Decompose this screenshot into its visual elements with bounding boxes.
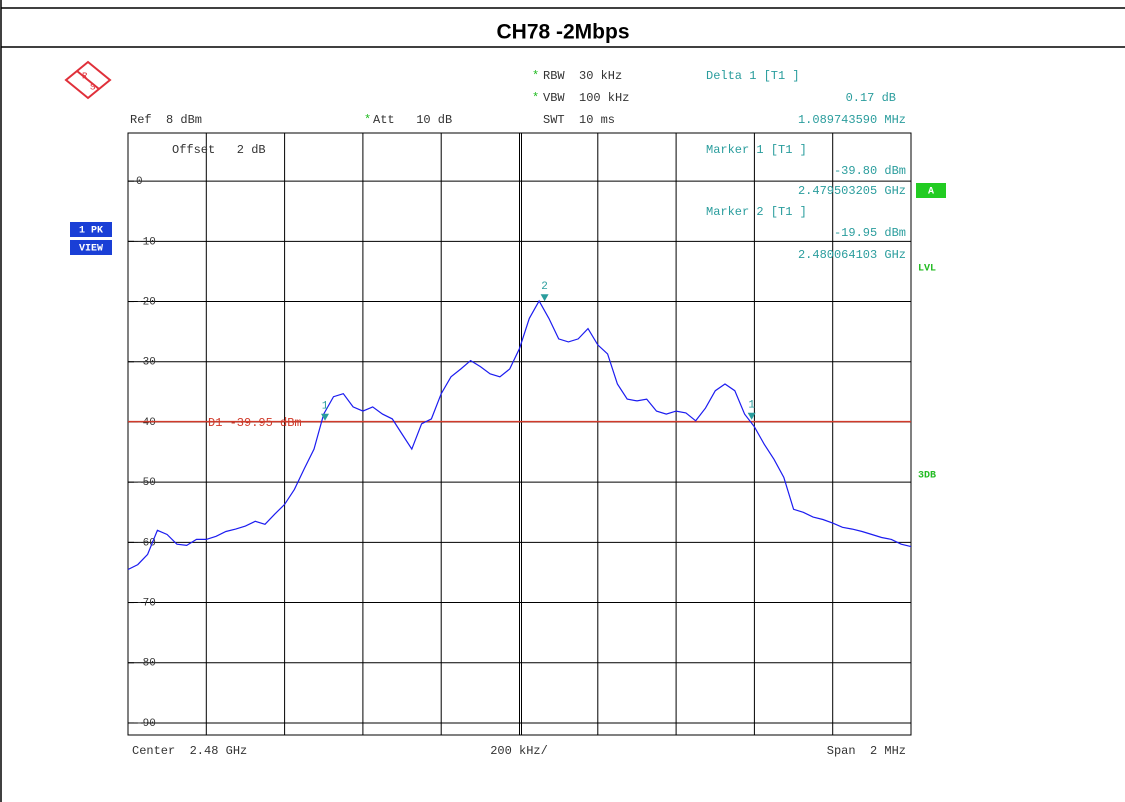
logo-letter: R bbox=[82, 71, 88, 81]
y-tick-label: -60 bbox=[136, 537, 156, 549]
marker bbox=[540, 294, 549, 302]
offset: Offset 2 dB bbox=[172, 143, 266, 157]
marker-label: 1 bbox=[322, 401, 329, 413]
y-tick-label: 0 bbox=[136, 176, 143, 188]
y-tick-label: -80 bbox=[136, 658, 156, 670]
center-freq: Center 2.48 GHz bbox=[132, 744, 247, 758]
view-box bbox=[70, 240, 112, 255]
y-tick-label: -30 bbox=[136, 357, 156, 369]
logo-diamond bbox=[64, 60, 112, 100]
chart-title: CH78 -2Mbps bbox=[496, 21, 629, 44]
setting-star: * bbox=[532, 91, 539, 105]
marker-value: -19.95 dBm bbox=[834, 226, 906, 240]
y-tick-label: -90 bbox=[136, 718, 156, 730]
y-tick-label: -50 bbox=[136, 477, 156, 489]
marker bbox=[747, 412, 756, 420]
marker-x: 2.479503205 GHz bbox=[798, 184, 906, 198]
marker-label: 1 bbox=[748, 400, 755, 412]
a-box bbox=[916, 183, 946, 198]
y-tick-label: -20 bbox=[136, 296, 156, 308]
span: Span 2 MHz bbox=[827, 744, 906, 758]
lvl-label: LVL bbox=[918, 264, 936, 275]
vbw: VBW 100 kHz bbox=[543, 91, 629, 105]
db3-label: 3DB bbox=[918, 471, 936, 482]
a-label: A bbox=[928, 187, 934, 198]
attenuation: Att 10 dB bbox=[373, 113, 452, 127]
view: VIEW bbox=[79, 244, 103, 255]
logo-letter: S bbox=[90, 82, 95, 92]
swt: SWT 10 ms bbox=[543, 113, 615, 127]
setting-star: * bbox=[364, 113, 371, 127]
per-div: 200 kHz/ bbox=[490, 744, 548, 758]
display-line-label: D1 -39.95 dBm bbox=[208, 416, 302, 430]
setting-star: * bbox=[532, 69, 539, 83]
trace bbox=[127, 299, 912, 571]
marker-x: 2.480064103 GHz bbox=[798, 248, 906, 262]
marker-label: 2 bbox=[541, 281, 548, 293]
y-tick-label: -10 bbox=[136, 236, 156, 248]
trace-mode: 1 PK bbox=[79, 226, 103, 237]
marker-header: Marker 2 [T1 ] bbox=[706, 205, 807, 219]
marker bbox=[321, 413, 330, 421]
delta-value: 0.17 dB bbox=[846, 91, 896, 105]
trace-mode-box bbox=[70, 222, 112, 237]
y-tick-label: -40 bbox=[136, 417, 156, 429]
delta-header: Delta 1 [T1 ] bbox=[706, 69, 800, 83]
marker-header: Marker 1 [T1 ] bbox=[706, 143, 807, 157]
rbw: RBW 30 kHz bbox=[543, 69, 622, 83]
logo-stroke bbox=[76, 70, 100, 90]
ref-level: Ref 8 dBm bbox=[130, 113, 202, 127]
grid bbox=[128, 133, 911, 735]
y-tick-label: -70 bbox=[136, 597, 156, 609]
logo: R S bbox=[64, 60, 112, 100]
marker-value: -39.80 dBm bbox=[834, 164, 906, 178]
delta-x: 1.089743590 MHz bbox=[798, 113, 906, 127]
